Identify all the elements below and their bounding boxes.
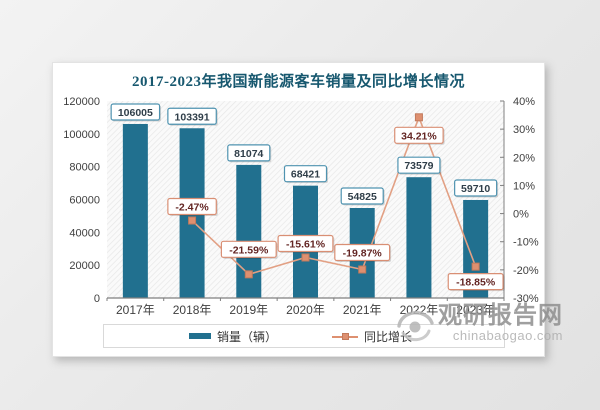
right-axis-tick: 0% <box>513 209 529 221</box>
marker-2018年 <box>188 216 197 225</box>
x-axis-label: 2020年 <box>286 303 325 317</box>
growth-label-2019年-box <box>220 240 277 258</box>
growth-label-2021年: -19.87% <box>343 247 383 259</box>
bar-label-2019年: 81074 <box>234 148 263 160</box>
x-axis-label: 2018年 <box>173 303 212 317</box>
x-axis-label: 2017年 <box>116 303 155 317</box>
bar-label-2017年-box <box>110 103 161 121</box>
legend: 销量（辆） 同比增长 <box>103 324 505 348</box>
bar-label-2023年: 59710 <box>461 183 490 195</box>
right-axis-tick: 30% <box>513 124 535 136</box>
bar-label-2022年-box <box>397 156 441 174</box>
right-axis-tick: -20% <box>513 265 539 277</box>
growth-label-2020年-box <box>277 234 334 253</box>
marker-2019年 <box>244 270 253 279</box>
right-axis-tick: 40% <box>513 96 535 108</box>
bar-label-2019年-box <box>227 144 271 162</box>
marker-2021年 <box>358 265 367 274</box>
right-axis-tick: -10% <box>513 237 539 249</box>
growth-label-2023年-box <box>447 273 504 291</box>
marker-2023年 <box>471 262 480 271</box>
left-axis-tick: 80000 <box>69 162 100 174</box>
left-axis-tick: 120000 <box>63 96 100 108</box>
bar-label-2018年-box <box>167 107 217 125</box>
bar-label-2021年: 54825 <box>348 191 377 203</box>
line-marker-swatch-icon <box>332 332 359 340</box>
growth-label-2018年: -2.47% <box>175 202 209 214</box>
x-axis-label: 2022年 <box>400 303 439 317</box>
growth-label-2018年-box <box>167 197 217 216</box>
x-axis-label: 2019年 <box>229 303 268 317</box>
growth-label-2021年-box <box>334 243 391 262</box>
right-axis-tick: 20% <box>513 152 535 164</box>
bar-2017年 <box>122 123 148 298</box>
growth-label-2023年: -18.85% <box>456 277 496 289</box>
chart-title: 2017-2023年我国新能源客车销量及同比增长情况 <box>132 74 465 90</box>
x-axis-label: 2021年 <box>343 303 382 317</box>
growth-label-2022年: 34.21% <box>401 130 437 142</box>
bar-swatch-icon <box>189 333 211 339</box>
left-axis-tick: 0 <box>94 293 100 305</box>
marker-2022年 <box>414 113 423 122</box>
bar-label-2020年: 68421 <box>291 169 320 181</box>
bar-label-2018年: 103391 <box>175 111 210 123</box>
bar-label-2020年-box <box>283 165 328 183</box>
left-axis-tick: 20000 <box>69 260 100 272</box>
legend-item-growth: 同比增长 <box>332 328 412 345</box>
bar-label-2022年: 73579 <box>404 160 433 172</box>
legend-item-sales: 销量（辆） <box>189 328 277 345</box>
left-axis-tick: 100000 <box>63 129 100 141</box>
bar-label-2017年: 106005 <box>118 107 153 119</box>
marker-2020年 <box>301 253 310 262</box>
right-axis-tick: 10% <box>513 180 535 192</box>
right-axis-tick: -30% <box>513 293 539 305</box>
bar-label-2023年-box <box>454 179 498 197</box>
legend-sales-label: 销量（辆） <box>217 329 278 344</box>
combo-chart: 120000 100000 80000 60000 40000 20000 0 40% 30% 2… <box>63 96 539 317</box>
left-axis-tick: 40000 <box>69 227 100 239</box>
growth-label-2019年: -21.59% <box>229 244 269 256</box>
x-axis-label: 2023年 <box>456 303 495 317</box>
left-axis-tick: 60000 <box>69 195 100 207</box>
chart-panel: 2017-2023年我国新能源客车销量及同比增长情况 120000 100000 8… <box>52 62 545 357</box>
bar-label-2021年-box <box>340 187 384 205</box>
growth-label-2022年-box <box>394 126 444 144</box>
legend-growth-label: 同比增长 <box>364 329 413 344</box>
bar-2022年 <box>406 177 432 298</box>
growth-label-2020年: -15.61% <box>286 239 326 251</box>
